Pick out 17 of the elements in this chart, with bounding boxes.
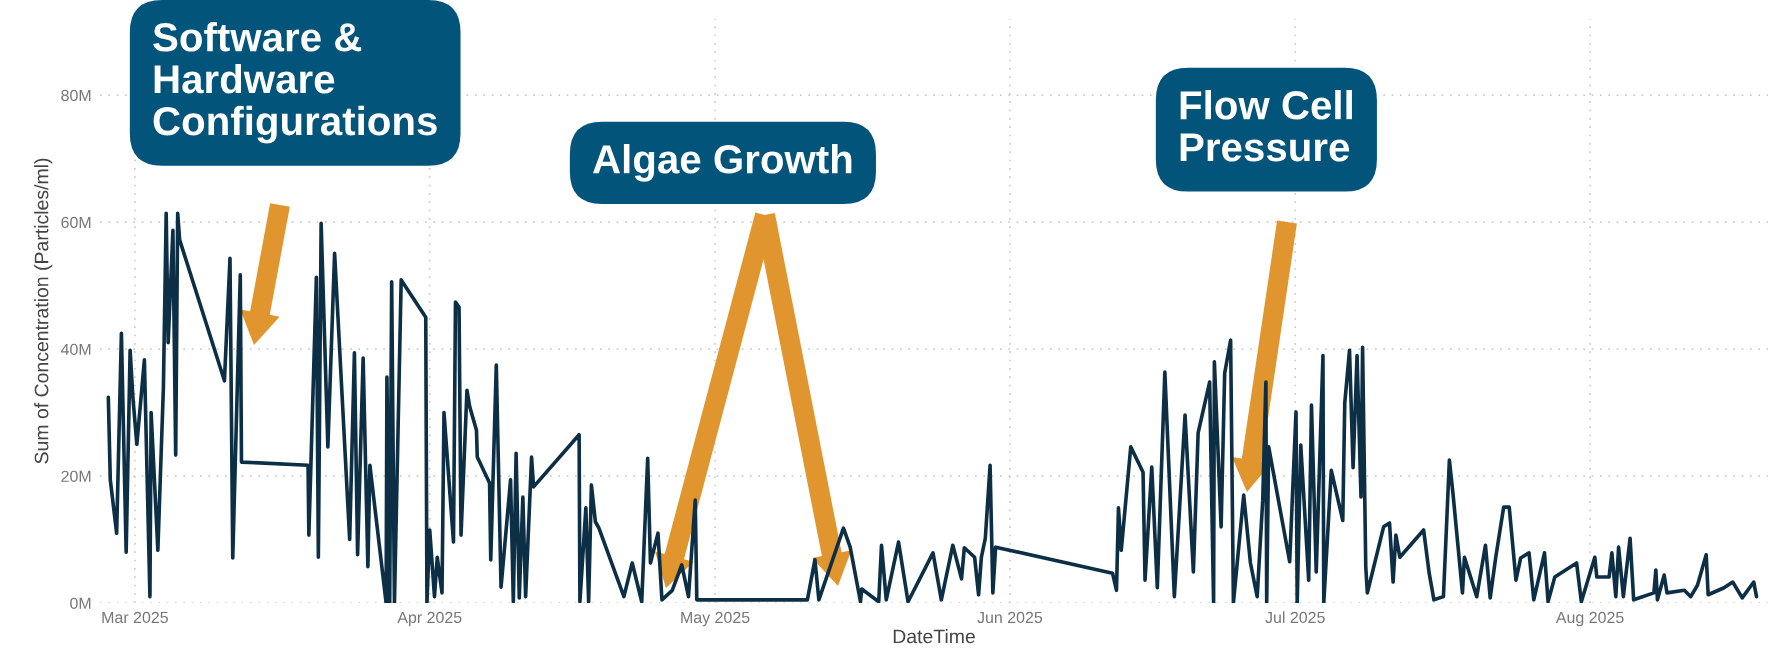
x-axis-title: DateTime <box>893 629 975 644</box>
x-tick-label: Jul 2025 <box>1265 611 1325 624</box>
y-tick-label: 0M <box>70 597 91 609</box>
y-tick-label: 60M <box>61 216 91 229</box>
y-tick-label: 80M <box>61 89 91 102</box>
annotation: Flow Cell Pressure <box>1180 90 1352 162</box>
x-tick-label: Aug 2025 <box>1555 611 1624 627</box>
x-tick-label: Mar 2025 <box>102 611 168 624</box>
y-axis-title: Sum of Concentration (Particles/ml) <box>34 158 53 464</box>
x-tick-label: Jun 2025 <box>977 611 1043 624</box>
annotation: Software & Hardware Configurations <box>153 22 437 144</box>
x-tick-label: Apr 2025 <box>397 611 462 627</box>
y-tick-label: 40M <box>60 343 91 356</box>
x-tick-label: May 2025 <box>681 611 750 627</box>
annotation: Algae Growth <box>593 144 852 182</box>
y-tick-label: 20M <box>61 470 91 482</box>
line-series <box>106 211 1759 603</box>
